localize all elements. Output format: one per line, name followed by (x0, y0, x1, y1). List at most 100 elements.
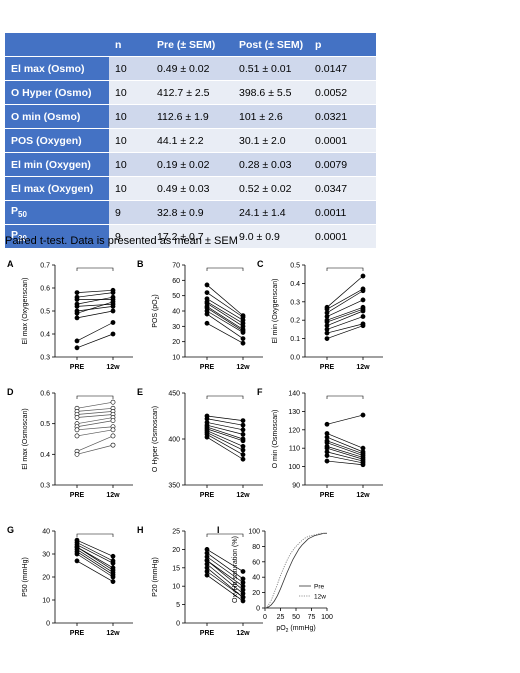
subject-line (206, 284, 244, 316)
subject-line (326, 290, 364, 314)
subject-line (76, 542, 114, 562)
data-point (74, 290, 80, 295)
data-point (360, 462, 366, 468)
subject-line (76, 429, 114, 437)
x-tick-label: PRE (70, 630, 85, 637)
subject-line (326, 460, 364, 466)
y-tick-label: 60 (172, 278, 180, 285)
cell-pre: 112.6 ± 1.9 (151, 104, 233, 129)
row-label: El max (Oxygen) (5, 176, 109, 201)
cell-p: 0.0001 (309, 224, 376, 248)
subject-line (206, 432, 244, 451)
data-point (204, 311, 210, 317)
panel-b: B 10 20 30 40 50 60 70 POS (pO2) PRE 12w (137, 259, 263, 371)
data-point (110, 553, 116, 559)
header-cell-p: p (309, 33, 376, 57)
data-point (360, 314, 366, 319)
subject-line (76, 426, 114, 431)
data-point (110, 442, 116, 448)
y-tick-label: 20 (252, 590, 260, 597)
cell-post: 398.6 ± 5.5 (233, 80, 309, 105)
y-tick-label: 40 (172, 309, 180, 316)
subject-line (76, 296, 114, 305)
subject-line (326, 440, 364, 455)
panel-h: H 0 5 10 15 20 25 P20 (mmHg) PRE 12w (137, 525, 263, 637)
subject-line (326, 446, 364, 458)
data-point (110, 574, 116, 580)
data-point (110, 560, 116, 566)
data-point (204, 320, 210, 326)
cell-pre: 412.7 ± 2.5 (151, 80, 233, 105)
y-tick-label: 0.7 (40, 263, 50, 270)
subject-line (326, 414, 364, 425)
subject-line (206, 549, 244, 572)
y-tick-label: 20 (172, 547, 180, 554)
subject-line (76, 401, 114, 409)
panel-i: I 0 20 40 60 80 100 OxyHb saturation (%) 0 25 50 75… (217, 525, 333, 634)
subject-line (326, 310, 364, 327)
x-tick-label: PRE (320, 364, 335, 371)
data-point (110, 427, 116, 433)
subject-line (76, 544, 114, 564)
data-point (74, 451, 80, 457)
data-point (110, 290, 116, 295)
results-table: n Pre (± SEM) Post (± SEM) p El max (Osm… (5, 33, 376, 248)
subject-line (76, 322, 114, 342)
subject-line (206, 571, 244, 598)
panel-e: E 350 400 450 O Hyper (Osmoscan) PRE 12w (137, 387, 263, 499)
legend-label: Pre (314, 584, 325, 591)
y-tick-label: 10 (172, 584, 180, 591)
data-point (74, 551, 80, 557)
y-tick-label: 30 (172, 324, 180, 331)
x-tick-label: 12w (356, 492, 370, 499)
table-row: El max (Oxygen) 10 0.49 ± 0.03 0.52 ± 0.02 0… (5, 176, 376, 201)
y-tick-label: 100 (248, 529, 260, 536)
x-tick-label: 100 (321, 614, 333, 621)
cell-post: 101 ± 2.6 (233, 104, 309, 129)
data-point (110, 299, 116, 305)
data-point (74, 558, 80, 564)
y-axis-label: El max (Osmoscan) (22, 408, 29, 469)
cell-n: 9 (109, 224, 151, 248)
panel-letter: C (257, 259, 264, 269)
subject-line (326, 447, 364, 460)
y-tick-label: 450 (168, 391, 180, 398)
subject-line (76, 407, 114, 412)
y-tick-label: 0.5 (290, 263, 300, 270)
data-point (240, 452, 246, 458)
subject-line (206, 574, 244, 602)
y-tick-label: 90 (292, 483, 300, 490)
data-point (240, 569, 246, 574)
subject-line (76, 553, 114, 578)
subject-line (206, 560, 244, 591)
subject-line (206, 422, 244, 431)
x-tick-label: 12w (106, 492, 120, 499)
cell-n: 10 (109, 104, 151, 129)
y-tick-label: 0.3 (40, 483, 50, 490)
subject-line (206, 428, 244, 442)
data-point (360, 412, 366, 418)
subject-line (326, 306, 364, 321)
data-point (240, 330, 246, 335)
table-row: El min (Oxygen) 10 0.19 ± 0.02 0.28 ± 0.03 0… (5, 152, 376, 177)
y-tick-label: 400 (168, 437, 180, 444)
y-tick-label: 100 (288, 464, 300, 471)
subject-line (76, 414, 114, 418)
row-label: O Hyper (Osmo) (5, 80, 109, 105)
cell-p: 0.0079 (309, 152, 376, 177)
subject-line (206, 301, 244, 324)
cell-pre: 0.49 ± 0.02 (151, 56, 233, 81)
row-label: P50 (5, 200, 109, 225)
data-point (204, 282, 210, 288)
y-axis-label: O Hyper (Osmoscan) (152, 406, 159, 472)
data-point (240, 427, 246, 433)
table-caption: Paired t-test. Data is presented as mean… (5, 235, 238, 247)
y-tick-label: 0.4 (290, 281, 300, 288)
y-tick-label: 0.2 (290, 318, 300, 325)
y-tick-label: 40 (42, 529, 50, 536)
series-line-12w (264, 532, 327, 609)
y-tick-label: 0 (176, 621, 180, 628)
header-cell (5, 33, 109, 57)
subject-line (326, 275, 364, 308)
y-axis-label: El max (Oxygenscan) (22, 278, 29, 345)
